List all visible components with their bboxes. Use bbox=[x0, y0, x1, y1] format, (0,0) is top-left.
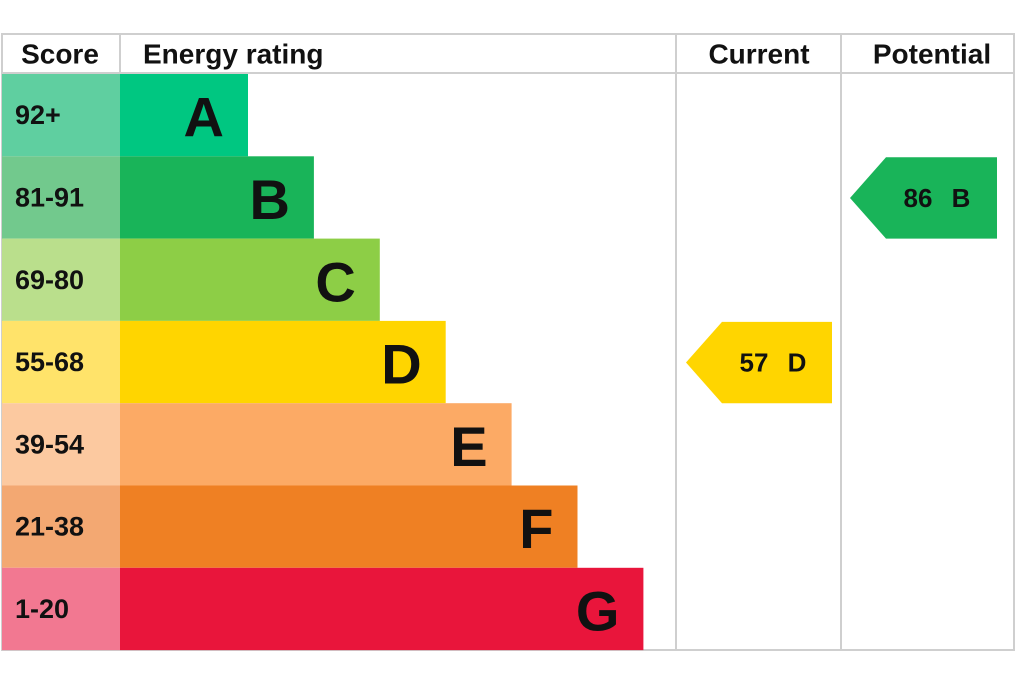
score-cell bbox=[2, 403, 120, 486]
score-cell bbox=[2, 156, 120, 239]
current-band: D bbox=[788, 348, 807, 378]
rating-bar bbox=[120, 403, 512, 486]
score-label: 1-20 bbox=[15, 594, 69, 624]
header-current: Current bbox=[708, 39, 809, 70]
current-value: 57 bbox=[740, 348, 769, 378]
score-label: 39-54 bbox=[15, 429, 84, 459]
band-letter: G bbox=[576, 579, 620, 642]
score-cell bbox=[2, 238, 120, 321]
header-rating: Energy rating bbox=[143, 39, 323, 70]
score-cell bbox=[2, 567, 120, 651]
score-label: 92+ bbox=[15, 100, 61, 130]
band-letter: D bbox=[381, 333, 421, 396]
potential-value: 86 bbox=[904, 183, 933, 213]
header-potential: Potential bbox=[873, 39, 991, 70]
potential-arrow bbox=[850, 157, 997, 239]
band-letter: E bbox=[450, 415, 487, 478]
score-label: 21-38 bbox=[15, 512, 84, 542]
band-letter: F bbox=[519, 497, 553, 560]
score-cell bbox=[2, 485, 120, 568]
band-letter: C bbox=[315, 250, 355, 313]
rating-bar bbox=[120, 74, 248, 157]
score-cell bbox=[2, 74, 120, 157]
rating-bar bbox=[120, 567, 644, 651]
score-cell bbox=[2, 320, 120, 404]
band-letter: B bbox=[249, 168, 289, 231]
score-label: 55-68 bbox=[15, 347, 84, 377]
rating-bar bbox=[120, 485, 578, 568]
band-letter: A bbox=[184, 86, 224, 149]
rating-bar bbox=[120, 320, 446, 404]
score-label: 81-91 bbox=[15, 182, 84, 212]
current-arrow bbox=[686, 321, 832, 404]
header-score: Score bbox=[21, 39, 99, 70]
potential-band: B bbox=[952, 183, 971, 213]
rating-bar bbox=[120, 156, 314, 239]
score-label: 69-80 bbox=[15, 265, 84, 295]
rating-bar bbox=[120, 238, 380, 321]
